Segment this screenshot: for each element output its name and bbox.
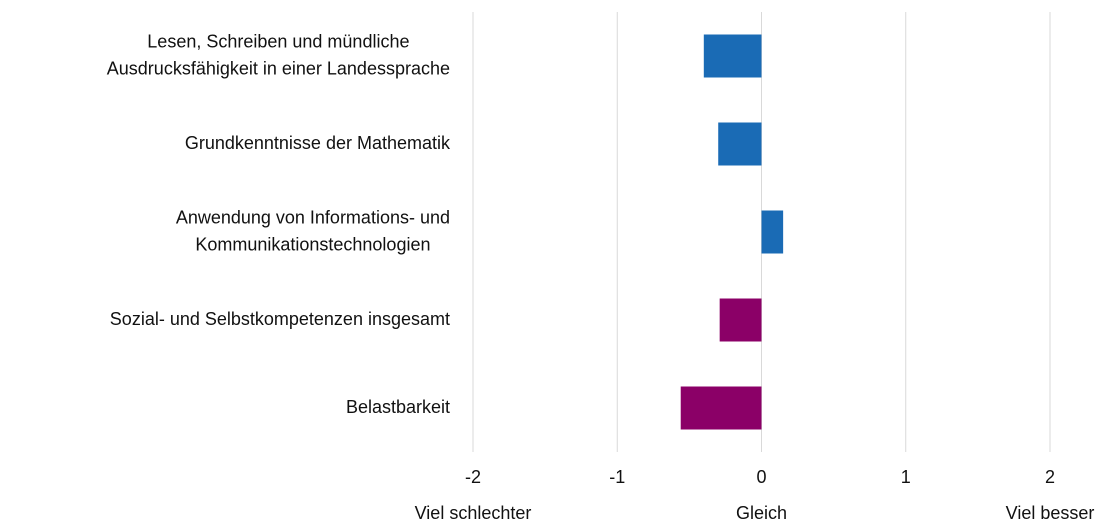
bar <box>718 122 762 166</box>
x-tick-label: -1 <box>609 467 625 487</box>
bar <box>703 34 762 78</box>
x-annotation: Gleich <box>736 503 787 523</box>
x-annotation: Viel besser <box>1006 503 1095 523</box>
x-tick-label: 2 <box>1045 467 1055 487</box>
y-tick-label: Anwendung von Informations- und <box>176 207 450 227</box>
x-tick-label: 0 <box>756 467 766 487</box>
x-tick-label: -2 <box>465 467 481 487</box>
y-tick-label: Ausdrucksfähigkeit in einer Landessprach… <box>107 58 450 78</box>
y-tick-label: Sozial- und Selbstkompetenzen insgesamt <box>110 309 450 329</box>
y-tick-label: Kommunikationstechnologien <box>195 234 430 254</box>
y-tick-label: Lesen, Schreiben und mündliche <box>147 31 409 51</box>
y-tick-label: Belastbarkeit <box>346 397 450 417</box>
x-annotation: Viel schlechter <box>415 503 532 523</box>
x-tick-label: 1 <box>901 467 911 487</box>
bar <box>680 386 762 430</box>
bar <box>719 298 762 342</box>
y-tick-label: Grundkenntnisse der Mathematik <box>185 133 451 153</box>
bar <box>761 210 784 254</box>
